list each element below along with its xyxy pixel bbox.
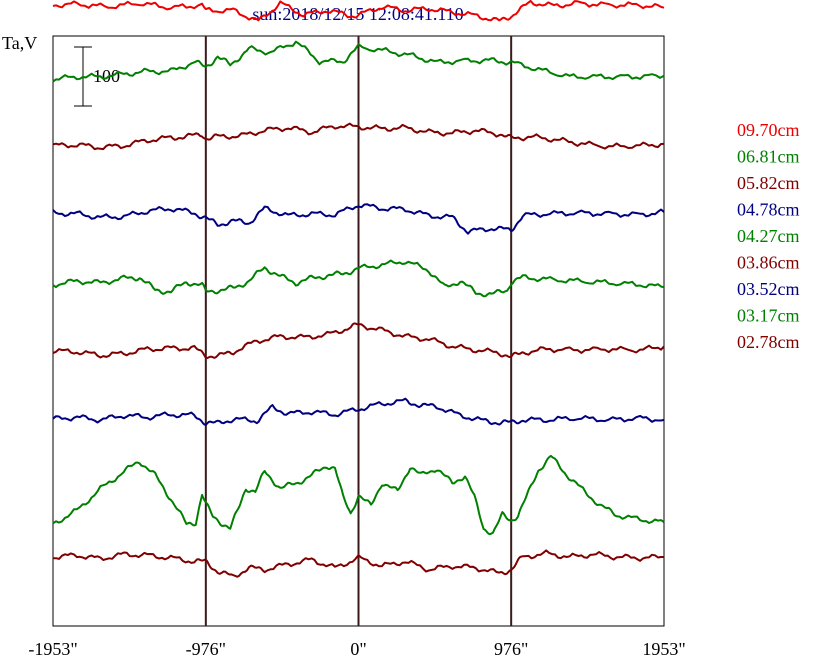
series-line	[52, 0, 665, 22]
scale-bar: 100	[74, 46, 120, 107]
legend-item: 03.86cm	[737, 253, 800, 273]
marker-lines	[204, 36, 513, 626]
series-line	[52, 454, 665, 536]
x-tick-label: 0"	[350, 639, 366, 659]
x-tick-labels: -1953" -976" 0" 976" 1953"	[28, 639, 685, 659]
series-line	[52, 203, 665, 235]
y-axis-label: Ta,V	[2, 33, 37, 53]
legend-item: 02.78cm	[737, 332, 800, 352]
series-line	[52, 322, 665, 359]
x-tick-label: 976"	[494, 639, 528, 659]
series-line	[52, 122, 665, 151]
legend-item: 06.81cm	[737, 147, 800, 167]
legend-item: 03.52cm	[737, 279, 800, 299]
series-group	[52, 0, 665, 578]
scale-bar-label: 100	[93, 66, 120, 86]
x-tick-label: -976"	[186, 639, 226, 659]
legend-item: 04.78cm	[737, 200, 800, 220]
series-line	[52, 397, 665, 426]
series-line	[52, 40, 665, 83]
legend: 09.70cm 06.81cm 05.82cm 04.78cm 04.27cm 03.86…	[737, 120, 800, 352]
x-tick-label: -1953"	[28, 639, 77, 659]
legend-item: 05.82cm	[737, 173, 800, 193]
legend-item: 09.70cm	[737, 120, 800, 140]
series-line	[52, 259, 665, 298]
series-line	[53, 549, 664, 578]
legend-item: 04.27cm	[737, 226, 800, 246]
x-tick-label: 1953"	[642, 639, 685, 659]
legend-item: 03.17cm	[737, 306, 800, 326]
